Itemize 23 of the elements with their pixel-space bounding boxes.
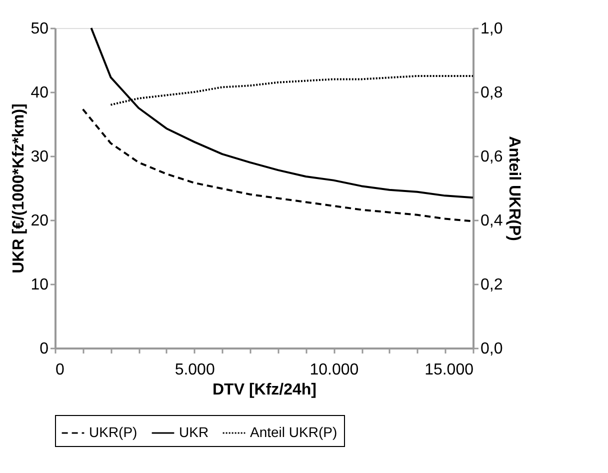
x-tick-label: 5.000 [174, 362, 215, 378]
x-tick-label: 15.000 [424, 362, 474, 378]
y-tick-label: 20 [30, 212, 49, 230]
y-tick-label: 50 [30, 20, 49, 38]
y-tick-label: 0 [40, 340, 49, 358]
y2-tick-label: 0,2 [480, 276, 503, 294]
y-tick-label: 10 [30, 276, 49, 294]
y-axis-title: UKR [€/(1000*Kfz*km)] [10, 104, 28, 274]
x-tick-label: 0 [56, 362, 64, 378]
legend-label: Anteil UKR(P) [250, 424, 338, 440]
legend-label: UKR(P) [89, 424, 138, 440]
x-tick-label: 10.000 [310, 362, 359, 378]
y2-tick-label: 0,0 [480, 340, 503, 358]
y2-tick-label: 1,0 [480, 20, 503, 38]
y2-axis-title: Anteil UKR(P) [506, 136, 523, 241]
line-series [90, 27, 474, 199]
y2-tick-label: 0,4 [480, 212, 503, 230]
legend-label: UKR [179, 424, 209, 440]
y2-tick-label: 0,8 [480, 84, 503, 102]
y-tick-label: 40 [30, 84, 49, 102]
y2-tick-label: 0,6 [480, 148, 503, 166]
x-axis-title: DTV [Kfz/24h] [212, 382, 316, 398]
y-tick-label: 30 [30, 148, 49, 166]
